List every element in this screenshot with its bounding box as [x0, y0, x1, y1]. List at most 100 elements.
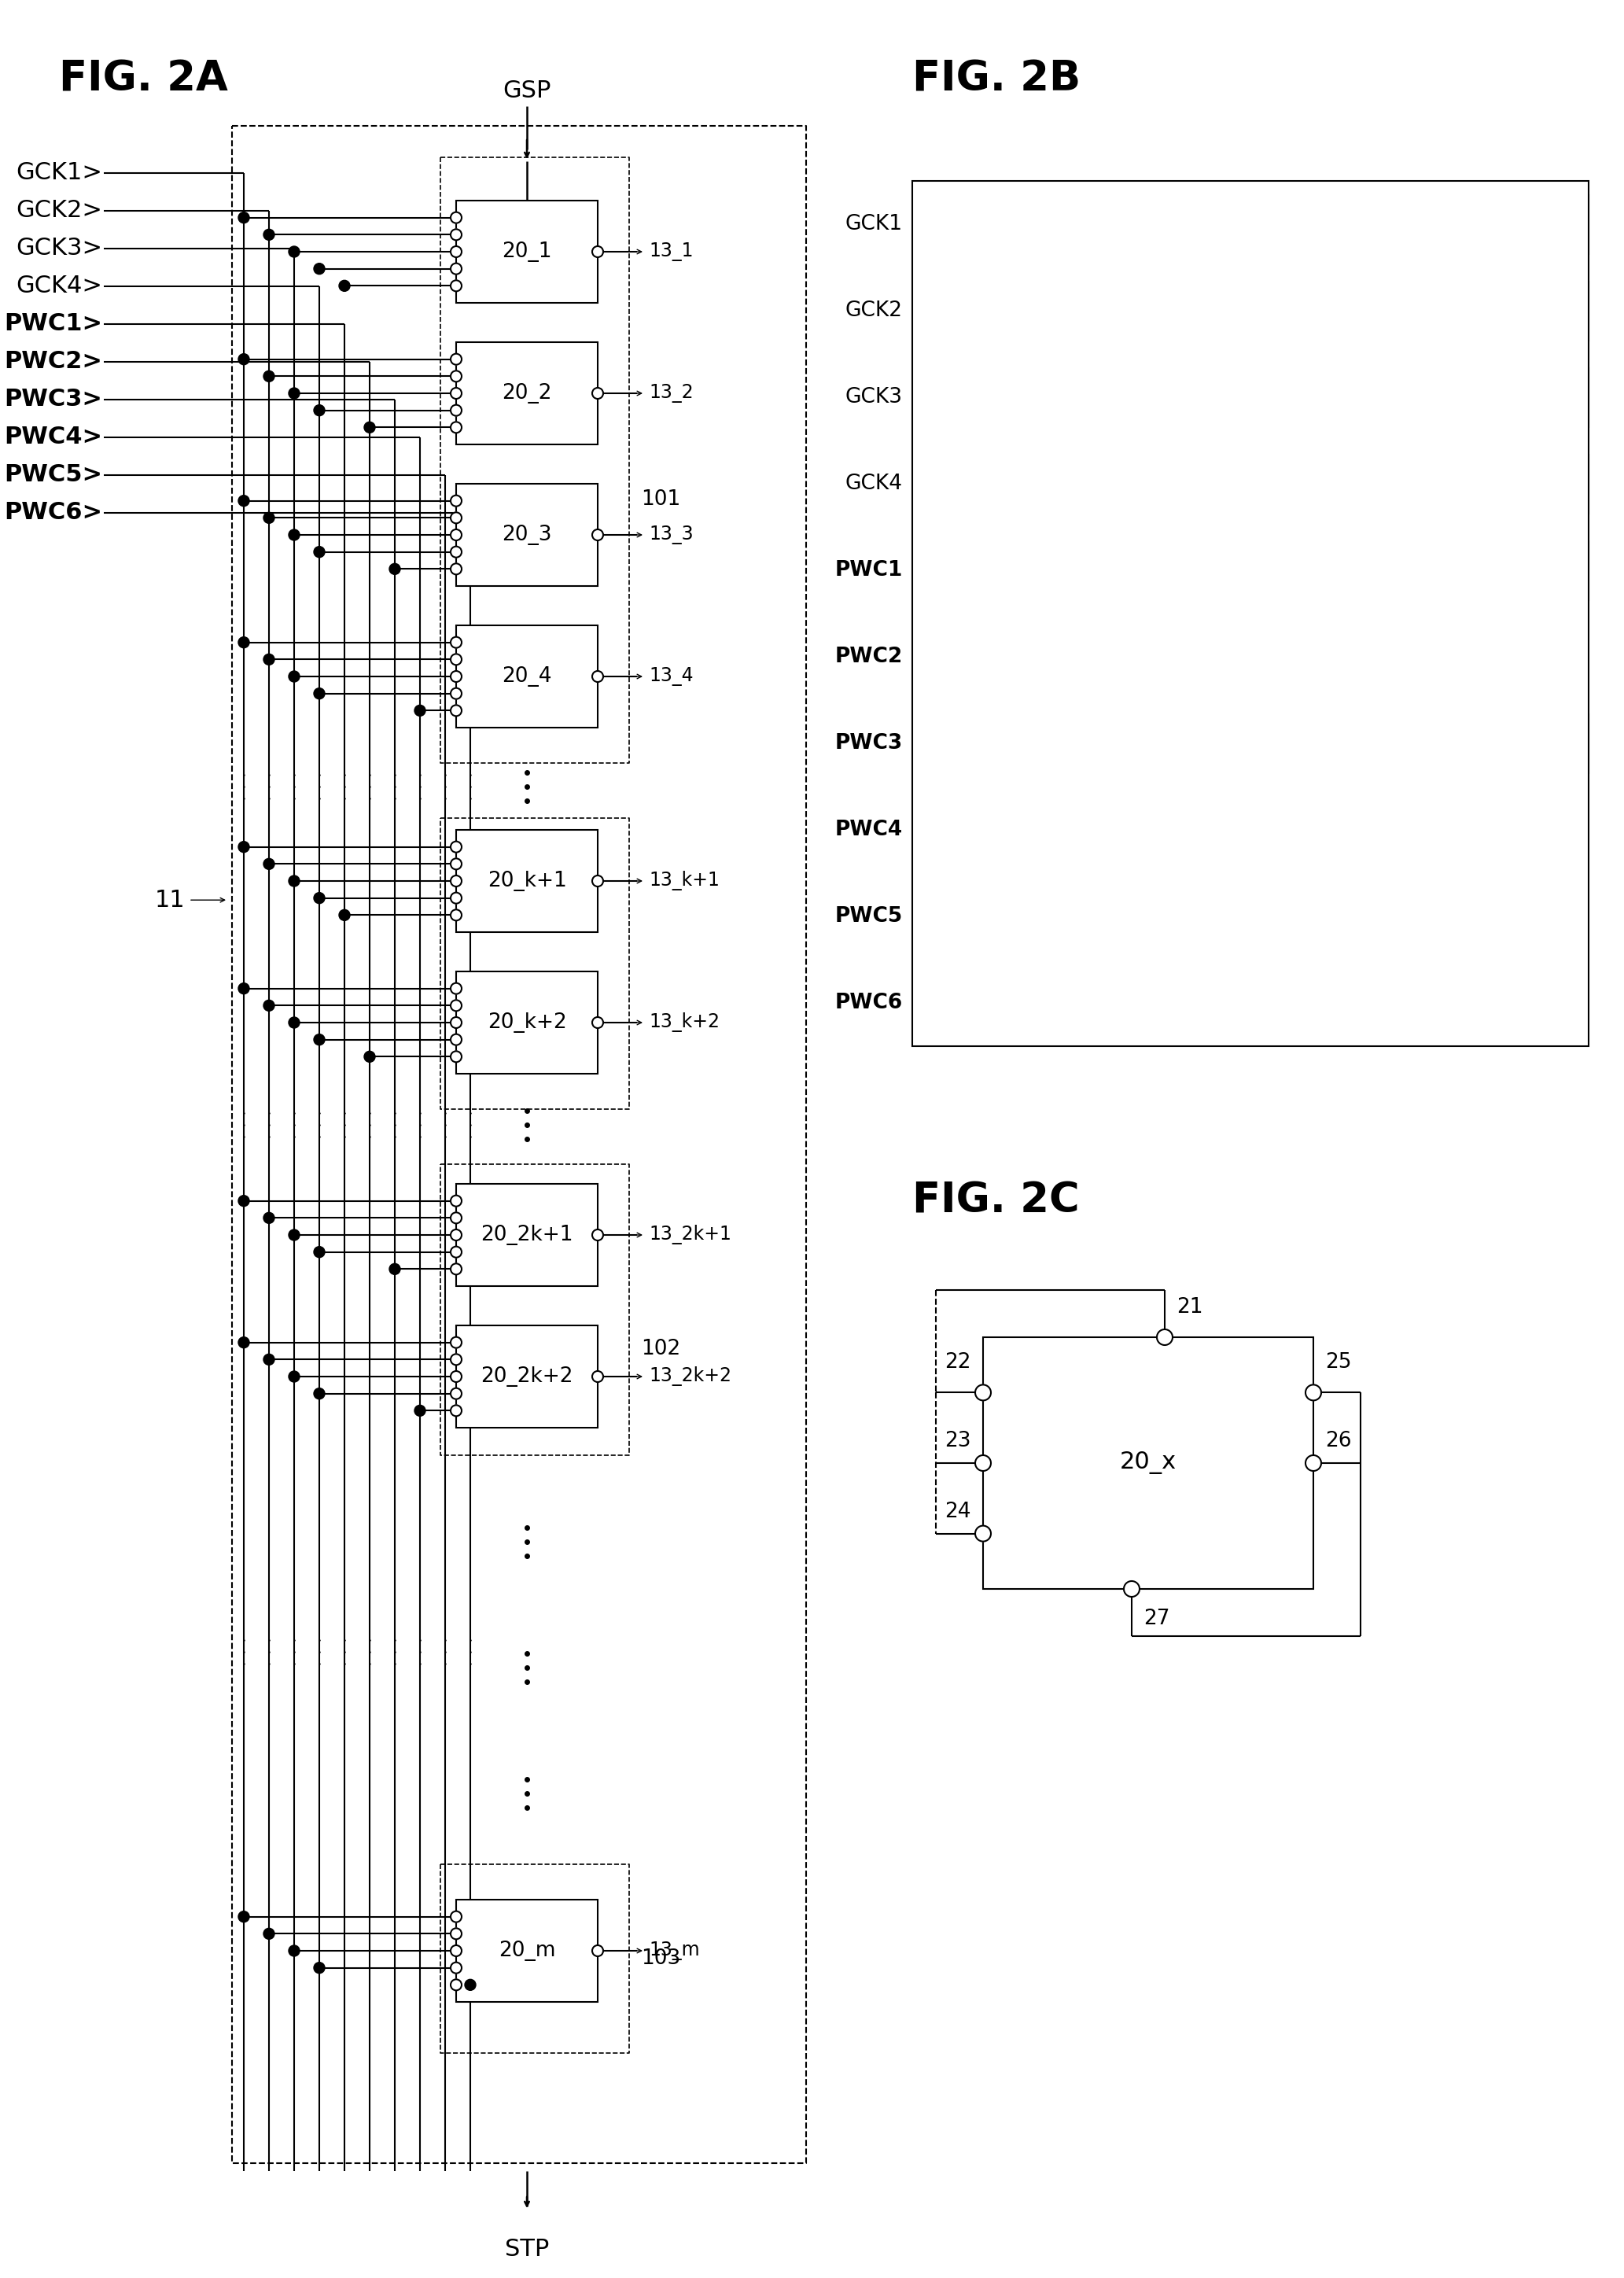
- Circle shape: [450, 1927, 461, 1939]
- Circle shape: [414, 1406, 425, 1417]
- Circle shape: [450, 841, 461, 852]
- Circle shape: [289, 246, 300, 257]
- Circle shape: [450, 672, 461, 681]
- Circle shape: [450, 706, 461, 715]
- Text: 22: 22: [945, 1353, 971, 1374]
- Circle shape: [450, 1264, 461, 1276]
- Circle shape: [450, 1980, 461, 1991]
- Circle shape: [450, 1406, 461, 1417]
- Circle shape: [974, 1456, 991, 1472]
- Circle shape: [450, 513, 461, 524]
- Circle shape: [239, 212, 250, 223]
- Text: GSP: GSP: [503, 80, 551, 103]
- Text: PWC6>: PWC6>: [3, 501, 102, 524]
- Text: 20_2: 20_2: [502, 383, 552, 403]
- Circle shape: [239, 1196, 250, 1207]
- Bar: [456, 1326, 598, 1428]
- Circle shape: [313, 264, 325, 273]
- Circle shape: [593, 387, 603, 399]
- Circle shape: [593, 1016, 603, 1027]
- Text: 23: 23: [945, 1431, 971, 1451]
- Text: 13_2: 13_2: [650, 385, 693, 403]
- Circle shape: [239, 984, 250, 993]
- Text: GCK2>: GCK2>: [16, 200, 102, 223]
- Circle shape: [1306, 1456, 1322, 1472]
- Bar: [456, 1900, 598, 2002]
- Bar: [456, 970, 598, 1073]
- Text: PWC2>: PWC2>: [3, 351, 102, 374]
- Circle shape: [364, 421, 375, 433]
- Text: 24: 24: [945, 1501, 971, 1522]
- Circle shape: [450, 1246, 461, 1257]
- Circle shape: [239, 638, 250, 647]
- Circle shape: [450, 1034, 461, 1046]
- Circle shape: [450, 1000, 461, 1011]
- Circle shape: [450, 280, 461, 292]
- Text: 13_4: 13_4: [650, 667, 693, 686]
- Text: PWC4>: PWC4>: [3, 426, 102, 449]
- Circle shape: [313, 688, 325, 699]
- Circle shape: [450, 1016, 461, 1027]
- Bar: [913, 180, 1588, 1046]
- Circle shape: [450, 1230, 461, 1242]
- Text: GCK4>: GCK4>: [16, 276, 102, 298]
- Circle shape: [239, 494, 250, 506]
- Circle shape: [593, 1230, 603, 1242]
- Text: 13_1: 13_1: [650, 241, 693, 262]
- Text: PWC1: PWC1: [835, 560, 903, 581]
- Text: 13_m: 13_m: [650, 1941, 700, 1959]
- Bar: [456, 342, 598, 444]
- Circle shape: [450, 859, 461, 870]
- Circle shape: [450, 246, 461, 257]
- Circle shape: [289, 1230, 300, 1242]
- Bar: [456, 829, 598, 932]
- Bar: [456, 483, 598, 585]
- Circle shape: [390, 1264, 400, 1276]
- Text: 20_1: 20_1: [502, 241, 552, 262]
- Text: FIG. 2A: FIG. 2A: [58, 59, 227, 100]
- Circle shape: [974, 1526, 991, 1542]
- Circle shape: [289, 1016, 300, 1027]
- Circle shape: [263, 1212, 274, 1223]
- Circle shape: [239, 841, 250, 852]
- Circle shape: [263, 1927, 274, 1939]
- Circle shape: [1156, 1330, 1173, 1344]
- Circle shape: [339, 909, 349, 920]
- Text: 13_3: 13_3: [650, 526, 693, 544]
- Circle shape: [313, 893, 325, 904]
- Circle shape: [313, 405, 325, 417]
- Circle shape: [263, 230, 274, 239]
- Circle shape: [450, 421, 461, 433]
- Circle shape: [263, 371, 274, 383]
- Circle shape: [450, 654, 461, 665]
- Circle shape: [364, 1050, 375, 1062]
- Bar: [983, 1337, 1314, 1590]
- Circle shape: [450, 1961, 461, 1973]
- Text: PWC2: PWC2: [835, 647, 903, 667]
- Text: GCK4: GCK4: [846, 474, 903, 494]
- Circle shape: [450, 1050, 461, 1062]
- Circle shape: [593, 1945, 603, 1957]
- Circle shape: [313, 1246, 325, 1257]
- Circle shape: [450, 528, 461, 540]
- Text: 20_4: 20_4: [502, 665, 552, 686]
- Circle shape: [450, 1212, 461, 1223]
- Circle shape: [450, 264, 461, 273]
- Circle shape: [450, 875, 461, 886]
- Text: 26: 26: [1325, 1431, 1351, 1451]
- Circle shape: [450, 984, 461, 993]
- Text: 20_k+2: 20_k+2: [487, 1011, 567, 1032]
- Text: STP: STP: [505, 2237, 549, 2260]
- Circle shape: [593, 528, 603, 540]
- Circle shape: [450, 547, 461, 558]
- Circle shape: [593, 672, 603, 681]
- Circle shape: [450, 893, 461, 904]
- Circle shape: [593, 246, 603, 257]
- Circle shape: [1124, 1581, 1140, 1597]
- Text: 20_2k+2: 20_2k+2: [481, 1367, 573, 1387]
- Circle shape: [593, 875, 603, 886]
- Circle shape: [313, 547, 325, 558]
- Circle shape: [313, 1961, 325, 1973]
- Text: 11: 11: [154, 888, 185, 911]
- Circle shape: [450, 353, 461, 364]
